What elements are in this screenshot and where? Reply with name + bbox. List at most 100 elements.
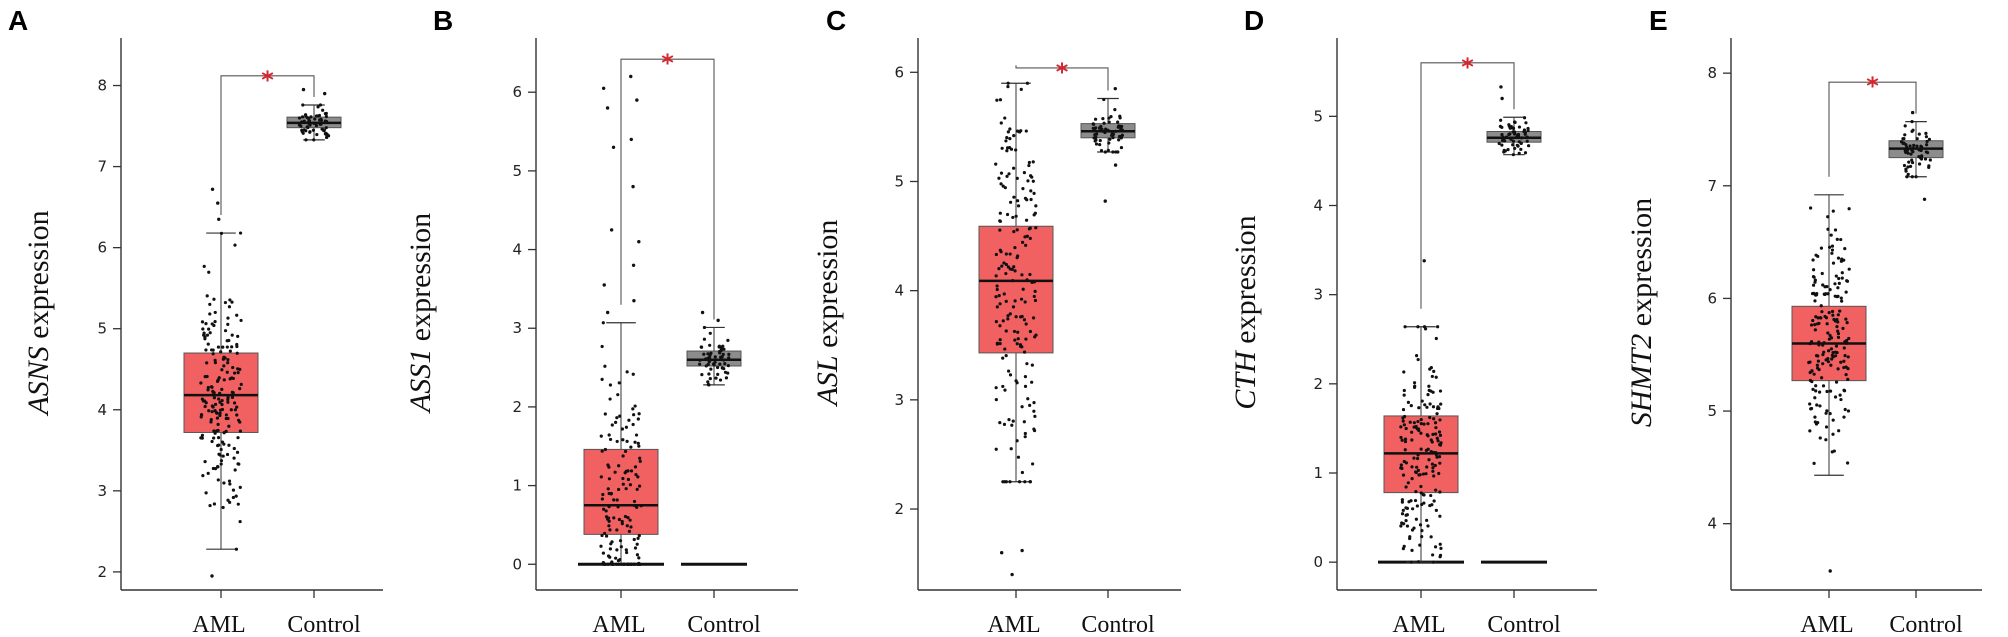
category-label-control: Control	[1081, 612, 1155, 637]
data-point	[224, 413, 228, 417]
data-point	[1839, 296, 1843, 300]
data-point	[203, 460, 207, 464]
data-point	[1841, 326, 1845, 330]
data-point	[1437, 471, 1441, 476]
data-point	[1011, 305, 1016, 309]
data-point	[624, 469, 628, 473]
data-point	[1415, 465, 1419, 469]
data-point	[235, 405, 239, 409]
data-point	[1513, 120, 1517, 124]
data-point	[721, 352, 725, 356]
data-point	[1024, 218, 1029, 222]
data-point	[1843, 407, 1847, 412]
data-point	[720, 355, 724, 359]
data-point	[1833, 282, 1837, 286]
data-point	[1819, 316, 1823, 320]
data-point	[1033, 211, 1037, 215]
data-point	[1421, 472, 1426, 476]
data-point	[1032, 294, 1036, 299]
data-point	[994, 274, 998, 278]
data-point	[708, 331, 712, 335]
data-point	[1011, 419, 1015, 423]
data-point	[629, 445, 633, 449]
data-point	[218, 391, 222, 395]
data-point	[1416, 357, 1420, 362]
data-point	[1119, 134, 1124, 138]
data-point	[607, 505, 611, 509]
data-point	[1905, 148, 1910, 152]
data-point	[1507, 132, 1511, 137]
data-point	[702, 352, 706, 356]
data-point	[625, 524, 629, 528]
data-point	[638, 459, 642, 463]
data-point	[212, 429, 216, 433]
data-point	[1845, 321, 1849, 325]
data-point	[1404, 485, 1408, 489]
data-point	[309, 115, 313, 119]
data-point	[1814, 293, 1819, 297]
category-label-aml: AML	[987, 612, 1040, 637]
data-point	[727, 356, 731, 360]
data-point	[998, 324, 1002, 328]
data-point	[201, 327, 205, 331]
data-point	[1812, 291, 1816, 295]
data-point	[1925, 139, 1929, 144]
data-point	[238, 420, 242, 424]
data-point	[606, 487, 610, 491]
data-point	[1815, 363, 1819, 367]
data-point	[1005, 174, 1009, 178]
data-point	[1500, 138, 1505, 143]
data-point	[1018, 130, 1022, 134]
y-tick-label: 4	[97, 401, 107, 419]
data-point	[1419, 484, 1423, 489]
data-point	[624, 425, 629, 429]
data-point	[1438, 514, 1442, 518]
data-point	[1025, 362, 1029, 366]
data-point	[1402, 393, 1406, 397]
data-point	[1925, 151, 1930, 155]
data-point	[219, 462, 223, 466]
data-point	[1013, 246, 1017, 250]
data-point	[1837, 429, 1841, 433]
data-point	[311, 128, 316, 132]
data-point	[1401, 416, 1405, 420]
data-point	[718, 378, 723, 382]
data-point	[1910, 175, 1914, 179]
data-point	[1427, 384, 1431, 388]
y-tick-label: 5	[97, 320, 107, 338]
data-point	[1522, 128, 1527, 132]
data-point	[1420, 399, 1424, 403]
data-point	[1507, 123, 1511, 127]
data-point	[1813, 415, 1817, 419]
data-point	[220, 402, 224, 407]
data-point	[1025, 234, 1029, 238]
data-point	[1003, 116, 1007, 120]
data-point	[312, 121, 316, 125]
data-point	[1915, 144, 1919, 148]
data-point	[998, 228, 1002, 232]
data-point	[1091, 126, 1095, 130]
data-point	[1830, 244, 1835, 248]
data-point	[1517, 151, 1521, 155]
data-point	[220, 387, 224, 391]
data-point	[1827, 311, 1831, 315]
data-point	[599, 475, 603, 479]
data-point	[1823, 285, 1827, 289]
data-point	[1011, 278, 1015, 283]
data-point	[234, 547, 239, 551]
data-point	[628, 562, 633, 566]
data-point	[1906, 165, 1910, 169]
y-axis-label-suffix: expression	[1229, 215, 1262, 351]
data-point	[1020, 470, 1024, 475]
data-point	[700, 373, 704, 377]
data-point	[632, 413, 636, 417]
y-axis-label: ASNS expression	[22, 210, 55, 416]
data-point	[1024, 322, 1028, 326]
outlier-point	[1910, 110, 1915, 115]
data-point	[1430, 462, 1435, 466]
data-point	[994, 398, 998, 402]
data-point	[212, 502, 217, 506]
data-point	[212, 297, 216, 301]
data-point	[226, 316, 230, 320]
